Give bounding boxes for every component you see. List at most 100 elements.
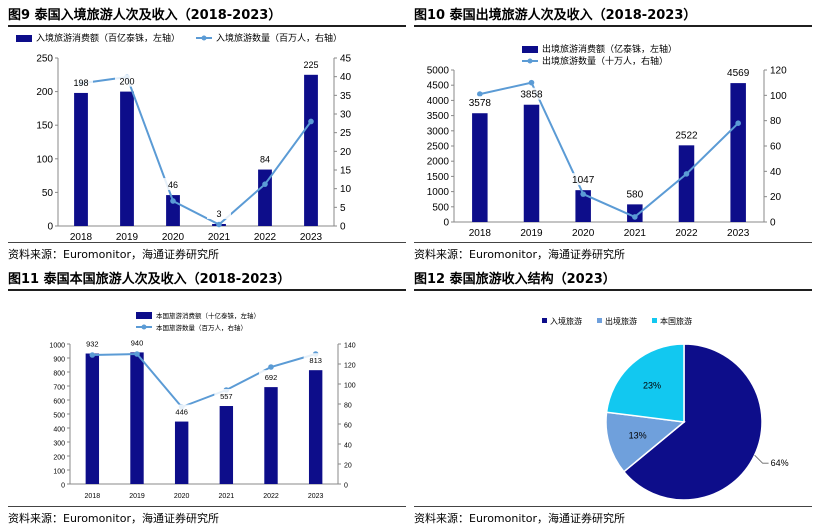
bar [74,92,88,226]
fig12-title-rule [414,289,812,291]
line-point [268,364,274,370]
bar [258,169,272,226]
y-tick-label-left: 800 [53,371,65,378]
legend-swatch-bar [136,312,152,319]
legend-label-line: 出境旅游数量（十万人，右轴） [542,55,668,66]
fig11-title-rule [8,289,406,291]
x-tick-label: 2021 [624,228,647,239]
line-point [735,120,741,126]
fig11-source-rule [8,506,406,507]
y-tick-label-right: 0 [770,218,776,229]
data-label: 198 [73,78,88,88]
y-tick-label-right: 120 [344,363,356,370]
y-tick-label-right: 20 [344,463,352,470]
fig9-chart: 0 50 100 150 200 250 0 5 10 15 20 25 30 35 40 45 2018 201… [16,32,352,240]
legend-label-slice: 本国旅游 [660,316,692,326]
panel-fig12: 图12 泰国旅游收入结构（2023） 入境旅游 出境旅游 本国旅游 64% 13% 23%… [414,268,812,526]
fig10-source-rule [414,242,812,243]
y-tick-label-right: 40 [770,167,782,178]
legend-label-line: 本国旅游数量（百万人，右轴） [156,323,247,332]
x-tick-label: 2019 [116,232,139,240]
x-tick-label: 2019 [520,228,543,239]
fig10-title-rule [414,25,812,27]
data-label-bg [467,96,492,109]
y-tick-label-right: 0 [344,483,348,490]
y-tick-label-right: 45 [340,54,352,65]
bar [130,352,144,484]
bar [219,406,234,484]
fig12-chart: 入境旅游 出境旅游 本国旅游 64% 13% 23% [542,316,789,501]
bar [120,91,134,226]
y-tick-label-left: 500 [53,413,65,420]
data-label: 557 [220,392,233,401]
data-label-bg [259,370,283,383]
line-point [134,351,140,357]
y-tick-label-right: 30 [340,110,352,121]
y-tick-label-left: 600 [53,399,65,406]
fig10-source: 资料来源：Euromonitor，海通证券研究所 [414,248,625,261]
y-tick-label-left: 1000 [49,343,65,350]
data-label-bg [207,206,231,219]
data-label: 692 [265,373,278,382]
data-label: 446 [175,408,188,417]
y-tick-label-left: 100 [53,469,65,476]
fig11-title: 图11 泰国本国旅游人次及收入（2018-2023） [8,272,291,287]
y-tick-label-right: 15 [340,166,352,177]
data-label-bg [125,335,149,348]
line-point [632,214,638,220]
x-tick-label: 2019 [129,493,145,500]
y-tick-label-right: 40 [344,443,352,450]
legend-label-line: 入境旅游数量（百万人，右轴） [216,32,342,43]
fig12-title: 图12 泰国旅游收入结构（2023） [414,272,616,287]
line-point [683,171,690,177]
data-label: 813 [309,356,322,365]
data-label: 84 [260,155,270,165]
bar [472,113,488,222]
y-tick-label-right: 120 [770,66,787,77]
y-tick-label-right: 60 [344,423,352,430]
data-label: 3578 [469,98,492,109]
data-label: 940 [131,338,144,347]
pie-label: 13% [629,431,647,441]
data-label-bg [253,152,277,165]
x-tick-label: 2020 [174,493,190,500]
fig11-source: 资料来源：Euromonitor，海通证券研究所 [8,512,219,525]
legend-label-bar: 出境旅游消费额（亿泰铢，左轴） [542,43,677,54]
legend-swatch-marker [527,58,533,64]
x-tick-label: 2022 [675,228,698,239]
data-label-bg [571,173,596,186]
x-tick-label: 2020 [162,232,185,240]
y-tick-label-right: 100 [770,91,787,102]
bar [575,190,591,222]
line-point [262,181,268,187]
bar [678,145,695,222]
legend-label-bar: 入境旅游消费额（百亿泰铢，左轴） [36,32,180,43]
y-tick-label-left: 200 [53,455,65,462]
data-label-bg [299,57,323,70]
pie-leader-line [754,454,769,464]
data-label: 225 [303,60,318,70]
y-tick-label-left: 0 [61,483,65,490]
line-point [528,79,535,86]
y-tick-label-left: 100 [36,154,53,165]
y-tick-label-right: 35 [340,91,352,102]
y-tick-label-left: 250 [36,54,53,65]
y-tick-label-left: 2000 [427,157,450,168]
fig11-chart: 0 100 200 300 400 500 600 700 800 900 1000 0 20 40 60 8… [49,311,356,500]
legend-swatch-bar [522,46,538,53]
y-tick-label-left: 0 [443,218,449,229]
y-tick-label-left: 50 [42,188,54,199]
fig10-title: 图10 泰国出境旅游人次及收入（2018-2023） [414,8,697,23]
y-tick-label-left: 200 [36,87,53,98]
data-label: 2522 [675,130,698,141]
bar [174,421,189,484]
data-label: 4569 [727,68,750,79]
y-tick-label-right: 40 [340,72,352,83]
x-tick-label: 2023 [308,493,324,500]
data-label-bg [519,87,544,100]
legend-swatch-slice [542,318,547,323]
y-tick-label-right: 80 [770,116,782,127]
data-label-bg [115,74,139,87]
fig9-source-rule [8,242,406,243]
y-tick-label-left: 4000 [427,96,450,107]
